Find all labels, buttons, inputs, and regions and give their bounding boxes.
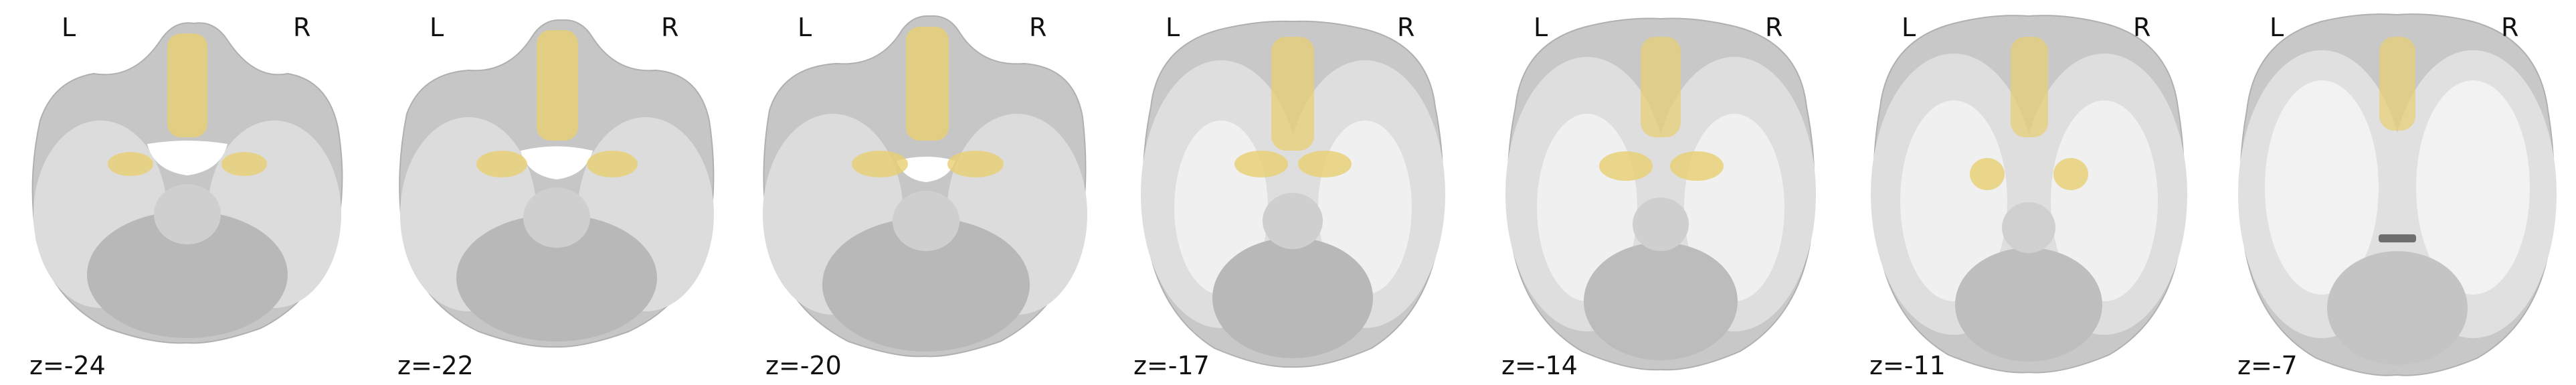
occipital-region	[2327, 251, 2468, 365]
brain-slice-image	[763, 15, 1087, 358]
slice-panel: L R z=-14	[1472, 0, 1840, 385]
brainstem	[1633, 198, 1689, 251]
overlay-right-blob	[947, 151, 1004, 177]
orientation-label-right: R	[293, 13, 311, 42]
overlay-right-blob	[2053, 158, 2088, 190]
overlay-left-blob	[108, 152, 153, 176]
overlay-right-blob	[1298, 151, 1352, 177]
brain-slice-image	[2238, 13, 2557, 376]
slice-coordinate-label: z=-11	[1869, 351, 1946, 380]
cerebellum	[1584, 242, 1738, 360]
white-matter-left	[1900, 100, 2007, 301]
overlay-left-blob	[1599, 151, 1653, 181]
slice-coordinate-label: z=-17	[1133, 351, 1210, 380]
orientation-label-right: R	[1765, 13, 1783, 42]
overlay-left-blob	[476, 151, 527, 177]
overlay-left-blob	[1970, 158, 2005, 190]
orbitofrontal-overlay	[167, 33, 207, 137]
overlay-right-blob	[221, 152, 267, 176]
orbitofrontal-overlay	[2379, 37, 2415, 131]
cerebellum	[456, 214, 657, 341]
orbitofrontal-overlay	[537, 30, 578, 141]
brain-slice-image	[1141, 20, 1445, 368]
cerebellum	[1955, 248, 2102, 362]
orientation-label-left: L	[62, 13, 76, 42]
orientation-label-left: L	[430, 13, 444, 42]
overlay-left-blob	[1234, 151, 1288, 177]
orientation-label-right: R	[1029, 13, 1047, 42]
orbitofrontal-overlay	[2011, 37, 2048, 137]
slice-panel: L R z=-22	[368, 0, 736, 385]
white-matter-left	[2265, 80, 2379, 295]
suprasellar-gap	[521, 146, 593, 179]
overlay-right-blob	[587, 151, 638, 177]
slice-coordinate-label: z=-14	[1501, 351, 1578, 380]
slice-panel: L R z=-24	[0, 0, 368, 385]
slice-coordinate-label: z=-20	[765, 351, 842, 380]
slice-coordinate-label: z=-24	[29, 351, 106, 380]
slice-panel: L R z=-11	[1840, 0, 2208, 385]
brain-slice-image	[1871, 15, 2187, 374]
midline-dark-mark	[2379, 234, 2416, 242]
orientation-label-left: L	[1534, 13, 1548, 42]
brainstem	[2002, 202, 2055, 253]
slice-panel: L R z=-17	[1104, 0, 1472, 385]
orientation-label-right: R	[2133, 13, 2151, 42]
orientation-label-right: R	[2501, 13, 2519, 42]
orientation-label-right: R	[1397, 13, 1415, 42]
cerebellum	[87, 211, 288, 338]
brainstem	[523, 187, 590, 248]
brainstem	[154, 184, 221, 244]
orientation-label-right: R	[661, 13, 679, 42]
overlay-left-blob	[852, 151, 908, 177]
overlay-right-blob	[1670, 151, 1724, 181]
white-matter-right	[2416, 80, 2530, 295]
cerebellum	[1212, 238, 1373, 358]
orbitofrontal-overlay	[906, 27, 949, 141]
brain-slice-image	[31, 22, 343, 344]
slice-panel: L R z=-7	[2208, 0, 2576, 385]
slice-coordinate-label: z=-22	[397, 351, 474, 380]
brainstem	[1263, 193, 1323, 249]
orientation-label-left: L	[1902, 13, 1916, 42]
orientation-label-left: L	[798, 13, 812, 42]
white-matter-right	[2051, 100, 2158, 301]
brain-slice-image	[399, 19, 715, 348]
slice-panel: L R z=-20	[736, 0, 1104, 385]
orientation-label-left: L	[1166, 13, 1180, 42]
orbitofrontal-overlay	[1271, 37, 1314, 151]
suprasellar-gap	[147, 141, 227, 175]
orbitofrontal-overlay	[1641, 37, 1681, 137]
cerebellum	[822, 218, 1030, 352]
brain-slice-image	[1505, 17, 1816, 371]
suprasellar-gap	[897, 157, 955, 182]
slice-coordinate-label: z=-7	[2237, 351, 2298, 380]
brainstem	[893, 191, 959, 251]
orientation-label-left: L	[2270, 13, 2284, 42]
